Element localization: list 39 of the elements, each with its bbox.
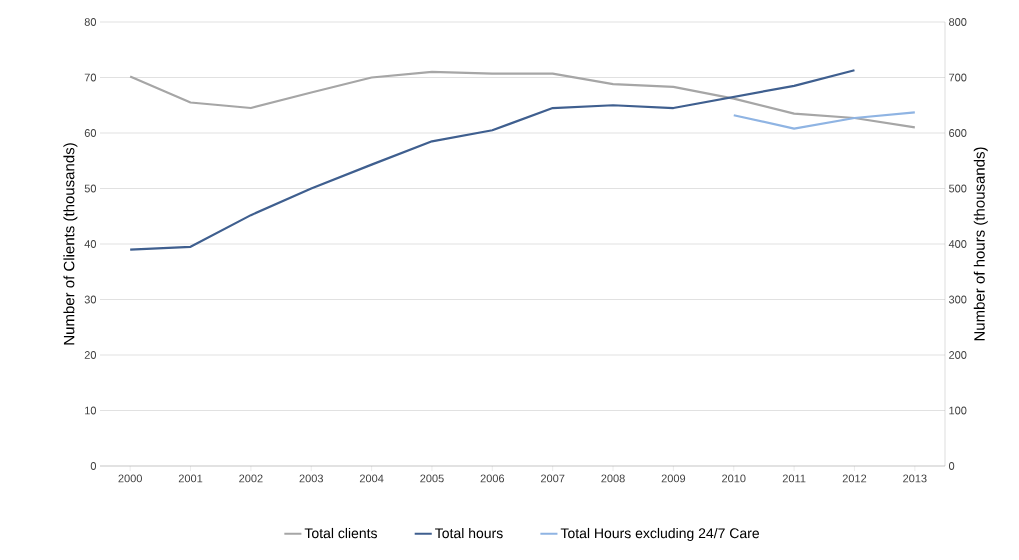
legend-label: Total Hours excluding 24/7 Care xyxy=(560,527,760,541)
x-tick-label: 2002 xyxy=(239,474,263,483)
y-tick-label: 0 xyxy=(90,462,97,470)
legend-label: Total hours xyxy=(435,527,503,539)
x-tick-label: 2003 xyxy=(299,474,323,483)
x-tick-label: 2005 xyxy=(420,474,444,483)
y2-axis-title: Number of hours (thousands) xyxy=(973,147,988,341)
x-tick-label: 2010 xyxy=(722,474,746,483)
x-tick-label: 2011 xyxy=(782,474,806,483)
y-tick-label: 60 xyxy=(84,129,97,137)
y-tick-label: 10 xyxy=(85,406,97,415)
y-axis-title: Number of Clients (thousands) xyxy=(63,143,78,345)
y2-tick-label: 100 xyxy=(949,406,967,415)
x-tick-label: 2006 xyxy=(480,474,505,483)
x-tick-label: 2004 xyxy=(359,474,384,483)
y-tick-label: 40 xyxy=(84,240,97,248)
line-series xyxy=(732,111,916,130)
y2-tick-label: 500 xyxy=(948,184,967,193)
y2-tick-label: 800 xyxy=(949,18,967,26)
x-tick-label: 2001 xyxy=(178,474,203,483)
legend-label: Total clients xyxy=(304,527,378,539)
y2-tick-label: 600 xyxy=(949,129,967,137)
line-series xyxy=(129,70,916,129)
y-tick-label: 50 xyxy=(84,184,97,193)
y-tick-label: 20 xyxy=(84,351,97,359)
y2-tick-label: 400 xyxy=(948,240,967,248)
y2-tick-label: 300 xyxy=(948,295,967,304)
y2-tick-label: 700 xyxy=(949,73,967,82)
x-tick-label: 2000 xyxy=(118,474,142,483)
x-tick-label: 2009 xyxy=(661,474,686,483)
x-tick-label: 2007 xyxy=(541,474,565,483)
y-tick-label: 30 xyxy=(84,295,97,304)
y-tick-label: 70 xyxy=(84,73,97,82)
y2-tick-label: 200 xyxy=(949,351,967,359)
x-tick-label: 2012 xyxy=(842,474,867,483)
y2-tick-label: 0 xyxy=(948,462,955,470)
x-tick-label: 2008 xyxy=(601,474,625,483)
y-tick-label: 80 xyxy=(84,18,97,26)
x-tick-label: 2013 xyxy=(903,474,927,483)
